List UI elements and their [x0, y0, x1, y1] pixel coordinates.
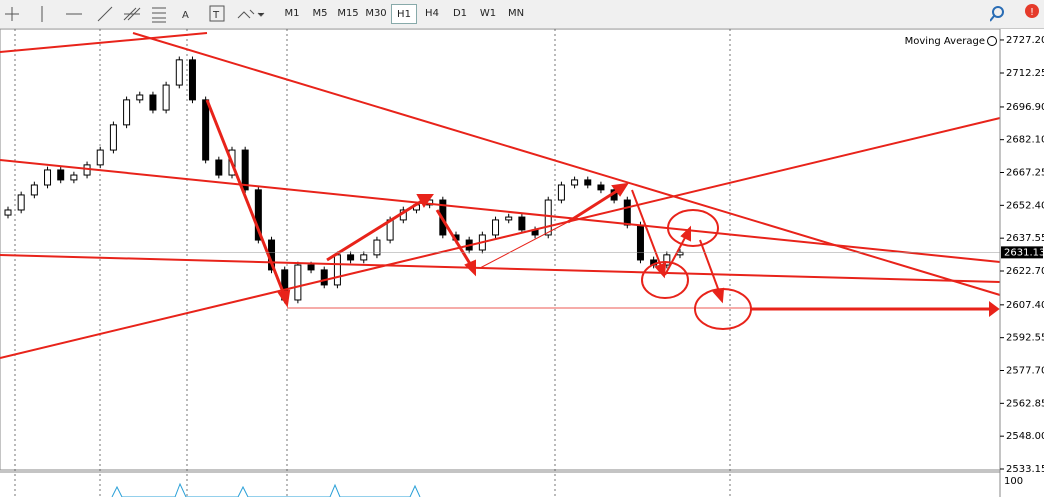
- candle-body: [492, 219, 500, 236]
- dropdown[interactable]: [257, 12, 265, 17]
- timeframe-button[interactable]: M5: [312, 8, 328, 19]
- notification-badge[interactable]: [1025, 4, 1039, 18]
- timeframe-button[interactable]: H1: [391, 4, 417, 24]
- chart: Moving Average 2727.20 2712.25 2696.90 2682…: [0, 29, 1044, 497]
- candle-body: [4, 209, 12, 216]
- drawn-objects: [0, 32, 1001, 359]
- candle-body: [136, 94, 144, 101]
- tool-icons: A T: [5, 5, 265, 23]
- candle-body: [149, 94, 157, 111]
- candle-body: [175, 59, 183, 86]
- candle-body: [360, 254, 368, 261]
- y-tick-label: 2682.10: [1006, 135, 1044, 146]
- search-icon[interactable]: [992, 6, 1004, 18]
- candle-body: [254, 189, 262, 241]
- candle-body: [557, 184, 565, 201]
- candle-body: [30, 184, 38, 196]
- grid: [14, 29, 731, 497]
- current-price-label: 2631.13: [1004, 247, 1044, 258]
- candle-body: [347, 254, 355, 261]
- fibo-tool[interactable]: [152, 7, 166, 23]
- candle-body: [636, 224, 644, 261]
- timeframe-button[interactable]: D1: [452, 8, 468, 19]
- y-tick-label: 2548.00: [1006, 431, 1044, 442]
- candle-body: [307, 264, 315, 271]
- y-tick-label: 2712.25: [1006, 68, 1044, 79]
- candle-body: [57, 169, 65, 181]
- timeframe-button[interactable]: H4: [425, 8, 439, 19]
- timeframe-button[interactable]: M30: [365, 8, 387, 19]
- y-tick-label: 2652.40: [1006, 200, 1044, 211]
- candle-body: [597, 184, 605, 191]
- candle-body: [333, 254, 341, 286]
- candle-body: [96, 149, 104, 166]
- arrows-tool[interactable]: [237, 9, 255, 19]
- candle-body: [294, 264, 302, 301]
- y-tick-label: 2696.90: [1006, 102, 1044, 113]
- candle-body: [241, 149, 249, 191]
- crosshair-tool[interactable]: [5, 7, 19, 21]
- indicator-close[interactable]: [987, 36, 997, 46]
- timeframe-button[interactable]: M1: [284, 8, 300, 19]
- candle-body: [544, 199, 552, 236]
- timeframe-button[interactable]: M15: [337, 8, 359, 19]
- candle-body: [17, 194, 25, 211]
- candle-body: [109, 124, 117, 151]
- sub-window-max: 100: [1004, 476, 1023, 487]
- label-tool[interactable]: [209, 5, 225, 22]
- y-tick-label: 2577.70: [1006, 366, 1044, 377]
- candle-body: [123, 99, 131, 126]
- toolbar: A T M1 M5 M15 M30 H1 H4 D1 W1 MN !: [0, 0, 1044, 29]
- trendline-tool[interactable]: [97, 6, 113, 22]
- y-tick-label: 2667.25: [1006, 168, 1044, 179]
- y-tick-label: 2622.70: [1006, 266, 1044, 277]
- candle-body: [162, 84, 170, 111]
- text-label-tool[interactable]: T: [212, 10, 220, 21]
- y-tick-label: 2727.20: [1006, 35, 1044, 46]
- right-icons: !: [990, 4, 1039, 22]
- channel-tool[interactable]: [123, 7, 141, 21]
- candle-body: [215, 159, 223, 176]
- y-tick-label: 2592.55: [1006, 333, 1044, 344]
- timeframe-button[interactable]: MN: [507, 8, 525, 19]
- candle-body: [202, 99, 210, 161]
- candle-body: [320, 269, 328, 286]
- timeframe-button[interactable]: W1: [479, 8, 497, 19]
- current-price-box: [1001, 246, 1043, 259]
- candle-body: [505, 216, 513, 221]
- candle-body: [663, 254, 671, 266]
- candle-body: [623, 199, 631, 226]
- y-tick-label: 2607.40: [1006, 300, 1044, 311]
- sub-indicator: [111, 482, 421, 497]
- y-tick-label: 2562.85: [1006, 398, 1044, 409]
- candle-body: [188, 59, 196, 101]
- y-tick-label: 2637.55: [1006, 233, 1044, 244]
- y-tick-label: 2533.15: [1006, 464, 1044, 475]
- candle-body: [571, 179, 579, 186]
- candle-body: [70, 174, 78, 181]
- candle-body: [373, 239, 381, 256]
- candle-body: [584, 179, 592, 186]
- text-tool[interactable]: A: [182, 10, 189, 21]
- candle-body: [518, 216, 526, 231]
- badge-count: !: [1030, 7, 1034, 18]
- indicator-label: Moving Average: [905, 36, 985, 47]
- candle-body: [44, 169, 52, 186]
